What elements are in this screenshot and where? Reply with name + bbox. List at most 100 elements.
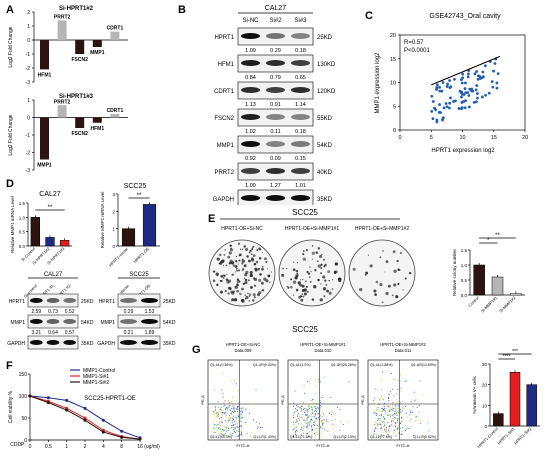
panel-d: D CAL27 0.0 0.5 1.0 1.5 Relative MMP1 mRNA Le… bbox=[0, 178, 180, 358]
panel-g-event bbox=[399, 410, 401, 412]
panel-e-colony bbox=[309, 266, 311, 268]
panel-g-event bbox=[228, 420, 230, 422]
panel-e-colony bbox=[352, 267, 356, 271]
panel-g-event bbox=[398, 431, 400, 433]
panel-e-colony bbox=[220, 279, 223, 283]
panel-e-colony bbox=[225, 278, 229, 281]
panel-b-quant: 1.02 bbox=[245, 129, 256, 135]
panel-g-event bbox=[339, 429, 341, 431]
panel-g-event bbox=[386, 436, 388, 438]
panel-g-event bbox=[231, 425, 233, 427]
panel-g-event bbox=[234, 417, 236, 419]
panel-g-event bbox=[319, 405, 321, 407]
panel-g-event bbox=[412, 406, 414, 408]
panel-e-colony bbox=[397, 268, 400, 272]
panel-g-event bbox=[297, 412, 299, 414]
panel-e-colony bbox=[393, 269, 397, 273]
panel-g-event bbox=[320, 402, 322, 404]
panel-g-event bbox=[242, 407, 244, 409]
panel-g-event bbox=[303, 408, 305, 410]
panel-g-event bbox=[222, 392, 224, 394]
panel-d-quant: 0.52 bbox=[65, 309, 75, 315]
panel-g-event bbox=[222, 401, 224, 403]
panel-g-event bbox=[410, 426, 412, 428]
panel-c-y-tick-label: 0 bbox=[393, 128, 396, 134]
panel-g-event bbox=[319, 411, 321, 413]
panel-g-event bbox=[250, 435, 252, 437]
panel-e-colony bbox=[295, 288, 299, 292]
panel-g-event bbox=[307, 427, 309, 429]
panel-g-event bbox=[313, 410, 315, 412]
panel-a-bar bbox=[110, 114, 120, 118]
panel-g-event bbox=[381, 435, 383, 437]
panel-g-event bbox=[315, 408, 317, 410]
panel-g-event bbox=[307, 425, 309, 427]
panel-g-event bbox=[238, 409, 240, 411]
panel-e-colony bbox=[364, 273, 367, 276]
panel-e-colony bbox=[308, 276, 311, 278]
panel-e-colony bbox=[229, 259, 233, 263]
panel-g-chart-bar bbox=[526, 384, 537, 427]
panel-e-colony bbox=[253, 296, 256, 299]
panel-e-sig: ** bbox=[495, 233, 500, 239]
panel-b-kd-label: 120KD bbox=[317, 89, 336, 95]
panel-g-event bbox=[309, 407, 311, 409]
panel-g-event bbox=[428, 430, 430, 432]
panel-e-colony bbox=[314, 269, 317, 272]
panel-g-event bbox=[300, 426, 302, 428]
panel-d-quant: 0.57 bbox=[65, 330, 75, 336]
panel-g-event bbox=[395, 411, 397, 413]
panel-g-event bbox=[398, 424, 400, 426]
panel-c-point bbox=[466, 75, 470, 79]
panel-g-event bbox=[300, 410, 302, 412]
panel-c-ylabel: MMP1 expression log2 bbox=[375, 52, 381, 114]
panel-g-event bbox=[216, 411, 218, 413]
panel-g-event bbox=[395, 431, 397, 433]
panel-b-band bbox=[241, 141, 260, 147]
panel-e-colony bbox=[248, 259, 251, 263]
panel-g-event bbox=[319, 400, 321, 402]
panel-b-blot-frame bbox=[237, 135, 314, 154]
panel-g-event bbox=[319, 418, 321, 420]
panel-c-x-tick-label: 10 bbox=[459, 135, 465, 141]
panel-g-event bbox=[384, 417, 386, 419]
panel-e-chart-bar bbox=[510, 293, 522, 296]
panel-g-event bbox=[323, 423, 325, 425]
panel-e-colony bbox=[255, 260, 259, 264]
panel-g-event bbox=[391, 425, 393, 427]
panel-g-event bbox=[319, 416, 321, 418]
panel-b-quant: 0.92 bbox=[245, 156, 256, 162]
panel-g-event bbox=[380, 424, 382, 426]
panel-e-colony bbox=[280, 273, 285, 278]
panel-g-event bbox=[416, 407, 418, 409]
panel-c: C GSE42743_Oral cavity 0 5 10 15 20 0 5 10 15 20 HP… bbox=[355, 0, 550, 160]
panel-g-event bbox=[251, 403, 253, 405]
panel-d-band bbox=[63, 340, 76, 345]
panel-g-event bbox=[319, 426, 321, 428]
panel-e-colony bbox=[302, 295, 305, 298]
panel-f-point bbox=[65, 398, 69, 402]
panel-b-protein-label: FSCN2 bbox=[214, 116, 234, 122]
panel-f-tick-label: 0 bbox=[24, 438, 27, 444]
panel-g-plot-title: HPRT1-OE+Si-MMP1#2 bbox=[380, 342, 426, 347]
panel-e-colony bbox=[328, 291, 332, 295]
panel-g-event bbox=[239, 425, 241, 427]
panel-g-event bbox=[237, 423, 239, 425]
panel-g-event bbox=[223, 394, 225, 396]
panel-g-event bbox=[402, 427, 404, 429]
panel-g-event bbox=[310, 403, 312, 405]
panel-g-event bbox=[316, 413, 318, 415]
panel-g-event bbox=[296, 426, 298, 428]
panel-g-event bbox=[294, 426, 296, 428]
panel-g-quadrant-label: Q1-LL(90.0%) bbox=[210, 435, 232, 439]
panel-e-colony bbox=[244, 273, 248, 277]
panel-e-chart-tick-label: 0.5 bbox=[461, 278, 468, 283]
panel-e-colony bbox=[247, 292, 249, 295]
panel-e-colony bbox=[216, 283, 219, 287]
panel-g-event bbox=[294, 417, 296, 419]
panel-g-quadrant-label: Q1-LR(2.13%) bbox=[333, 435, 356, 439]
panel-g-event bbox=[306, 427, 308, 429]
panel-e-colony bbox=[243, 277, 246, 280]
panel-g-event bbox=[322, 421, 324, 423]
